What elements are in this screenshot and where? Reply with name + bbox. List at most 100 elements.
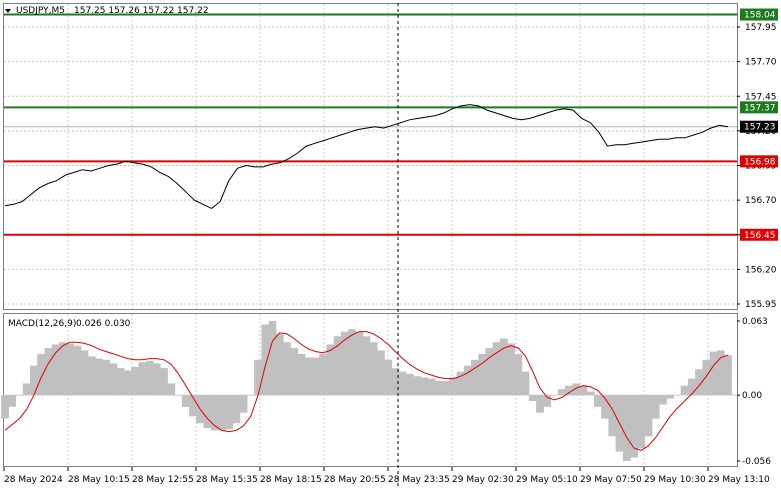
- chart-header: USDJPY,M5 157.25 157.26 157.22 157.22: [5, 6, 209, 16]
- current-price-label: 157.23: [744, 123, 776, 133]
- macd-histogram-bar: [557, 389, 566, 396]
- macd-histogram-bar: [30, 365, 38, 396]
- macd-histogram-bar: [500, 338, 508, 396]
- macd-axis-label: 0.00: [742, 391, 762, 401]
- price-axis-label: 157.70: [745, 58, 777, 68]
- time-axis-label: 28 May 18:15: [260, 475, 322, 485]
- macd-histogram-bar: [246, 395, 255, 396]
- macd-histogram-bar: [167, 383, 176, 396]
- macd-histogram-bar: [362, 336, 371, 396]
- macd-histogram-bar: [369, 342, 378, 396]
- macd-histogram-bar: [492, 342, 501, 396]
- macd-histogram-bar: [304, 357, 313, 396]
- macd-title: MACD(12,26,9): [8, 319, 76, 329]
- price-grid: [4, 4, 737, 309]
- macd-axis-label: 0.063: [742, 317, 768, 327]
- macd-histogram-bar: [8, 395, 17, 407]
- macd-histogram-bar: [66, 343, 74, 396]
- macd-histogram-bar: [131, 366, 139, 396]
- price-axis-label: 157.95: [745, 23, 777, 33]
- macd-histogram-bar: [637, 395, 646, 448]
- level-tag-label: 156.98: [744, 157, 776, 167]
- macd-histogram-bar: [514, 353, 523, 396]
- macd-histogram-bar: [709, 351, 718, 396]
- time-axis-label: 29 May 05:10: [516, 475, 578, 485]
- macd-histogram-bar: [485, 348, 494, 396]
- macd-histogram-bar: [22, 383, 31, 396]
- macd-histogram-bar: [160, 368, 168, 396]
- macd-histogram-bar: [312, 357, 320, 396]
- macd-histogram-bar: [702, 359, 711, 396]
- macd-histogram-bar: [666, 395, 674, 399]
- macd-histogram-bar: [673, 395, 682, 396]
- price-axis-label: 156.20: [745, 265, 777, 275]
- time-axis-label: 29 May 07:50: [580, 475, 642, 485]
- price-axis-label: 156.70: [745, 196, 777, 206]
- price-panel: [3, 3, 738, 310]
- macd-histogram-bar: [644, 395, 653, 437]
- macd-histogram-bar: [51, 344, 60, 396]
- macd-histogram-bar: [434, 381, 443, 396]
- macd-histogram-bar: [680, 385, 689, 396]
- time-axis-label: 28 May 10:15: [68, 475, 130, 485]
- macd-histogram-bar: [565, 385, 573, 396]
- triangle-down-icon: [5, 9, 11, 13]
- macd-histogram-bar: [427, 378, 436, 396]
- macd-histogram-bar: [37, 353, 45, 396]
- macd-histogram-bar: [687, 378, 696, 396]
- macd-histogram-bar: [109, 363, 118, 396]
- macd-histogram-bar: [268, 321, 277, 396]
- macd-histogram-bar: [586, 391, 595, 396]
- macd-header: MACD(12,26,9) 0.026 0.030: [8, 319, 131, 329]
- macd-signal-line: [4, 331, 729, 451]
- price-series-line: [4, 104, 729, 209]
- macd-histogram-bar: [297, 353, 306, 396]
- time-axis-label: 28 May 2024: [4, 475, 63, 485]
- macd-histogram-bar: [80, 350, 89, 396]
- macd-histogram-bar: [189, 395, 197, 417]
- level-tags: 158.04 157.37 156.98 156.45 157.23: [740, 8, 778, 241]
- macd-histogram-bar: [608, 395, 617, 437]
- time-axis-label: 29 May 13:10: [708, 475, 770, 485]
- macd-histogram-bar: [102, 359, 111, 396]
- macd-axis: 0.063 0.00 -0.056: [737, 317, 771, 467]
- macd-histogram-bar: [15, 395, 24, 396]
- macd-histogram-bar: [377, 350, 385, 396]
- macd-histogram-bar: [572, 383, 581, 396]
- macd-histogram-bar: [630, 395, 638, 458]
- level-tag-label: 158.04: [744, 11, 776, 21]
- macd-histogram-bar: [442, 381, 450, 396]
- macd-histogram-bar: [181, 395, 190, 407]
- macd-histogram-bar: [406, 373, 414, 396]
- macd-values: 0.026 0.030: [76, 319, 131, 329]
- macd-histogram-bar: [449, 377, 458, 396]
- macd-histogram-bar: [239, 395, 248, 413]
- macd-histogram-bar: [1, 395, 9, 419]
- macd-histogram-bar: [593, 395, 602, 407]
- macd-histogram-bar: [420, 377, 429, 396]
- level-tag-label: 157.37: [744, 103, 776, 113]
- level-tag: [740, 8, 778, 21]
- macd-histogram-bar: [145, 361, 154, 396]
- level-tag-label: 156.45: [744, 231, 776, 241]
- macd-histogram-bar: [319, 353, 327, 396]
- macd-histogram-bar: [579, 385, 588, 396]
- macd-histogram-bar: [521, 371, 530, 396]
- macd-histogram-bar: [232, 395, 241, 424]
- macd-histogram-bar: [87, 356, 96, 396]
- macd-histogram-bar: [550, 395, 559, 396]
- macd-histogram-bar: [348, 329, 356, 396]
- time-axis-label: 29 May 02:30: [452, 475, 514, 485]
- macd-histogram-bar: [456, 371, 465, 396]
- ohlc-values: 157.25 157.26 157.22 157.22: [74, 6, 209, 16]
- macd-histogram-bar: [391, 368, 400, 396]
- macd-histogram-bar: [507, 343, 515, 396]
- macd-histogram-bar: [44, 348, 53, 396]
- time-axis-label: 28 May 20:55: [324, 475, 386, 485]
- price-axis-label: 155.95: [745, 300, 777, 310]
- macd-histogram-bar: [225, 395, 233, 430]
- macd-histogram-bar: [116, 368, 125, 396]
- macd-histogram-bar: [536, 395, 544, 413]
- macd-histogram-bar: [398, 371, 407, 396]
